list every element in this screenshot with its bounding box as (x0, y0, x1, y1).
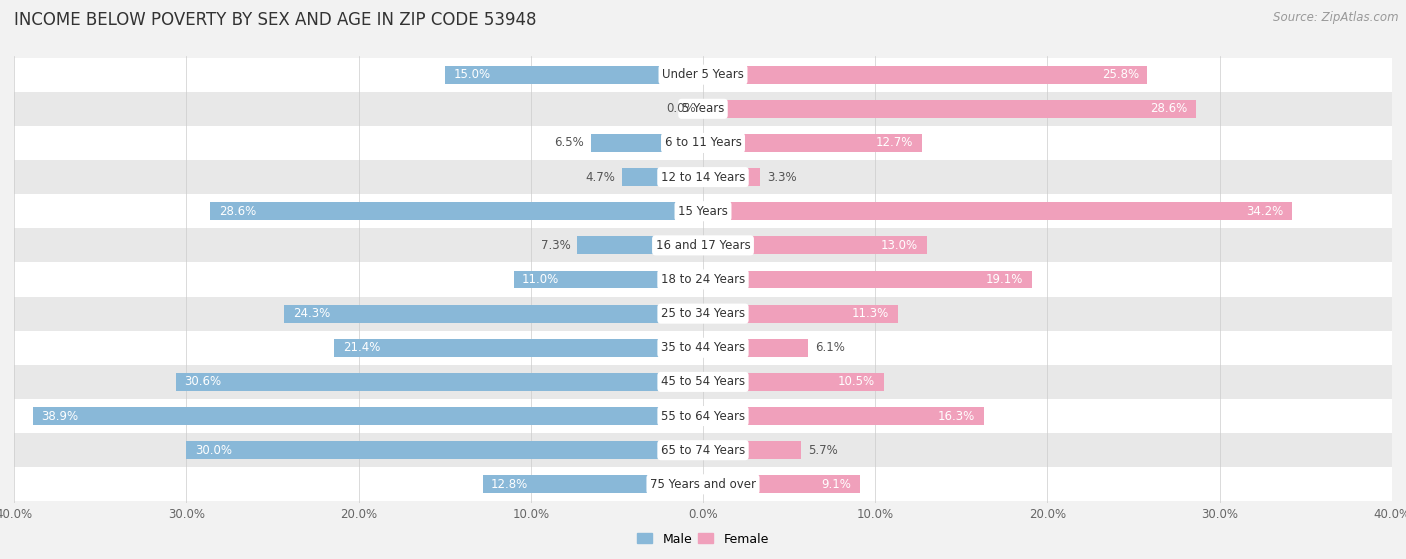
Bar (335, 339, 703, 357)
Bar (32, 407, 703, 425)
Text: 45 to 54 Years: 45 to 54 Years (661, 376, 745, 389)
Text: 15 Years: 15 Years (678, 205, 728, 217)
Text: 21.4%: 21.4% (343, 342, 381, 354)
Text: 25 to 34 Years: 25 to 34 Years (661, 307, 745, 320)
Text: 11.0%: 11.0% (522, 273, 560, 286)
Bar (703, 339, 808, 357)
Bar (14, 262, 1392, 297)
Bar (176, 373, 703, 391)
Bar (14, 126, 1392, 160)
Text: 7.3%: 7.3% (541, 239, 571, 252)
Text: 25.8%: 25.8% (1102, 68, 1139, 81)
Bar (703, 100, 1195, 118)
Text: 4.7%: 4.7% (585, 170, 616, 183)
Text: 5.7%: 5.7% (808, 444, 838, 457)
Bar (14, 433, 1392, 467)
Text: 6.1%: 6.1% (815, 342, 845, 354)
Text: 3.3%: 3.3% (766, 170, 796, 183)
Bar (14, 228, 1392, 262)
Bar (703, 236, 927, 254)
Bar (703, 271, 1032, 288)
Text: 9.1%: 9.1% (821, 478, 851, 491)
Text: 18 to 24 Years: 18 to 24 Years (661, 273, 745, 286)
Text: 12 to 14 Years: 12 to 14 Years (661, 170, 745, 183)
Bar (703, 305, 897, 323)
Bar (14, 58, 1392, 92)
Bar (621, 168, 703, 186)
Text: 30.6%: 30.6% (184, 376, 222, 389)
Bar (284, 305, 703, 323)
Bar (703, 168, 759, 186)
Bar (703, 66, 1147, 83)
Text: 11.3%: 11.3% (852, 307, 889, 320)
Text: 28.6%: 28.6% (219, 205, 256, 217)
Bar (703, 407, 984, 425)
Text: 34.2%: 34.2% (1246, 205, 1284, 217)
Legend: Male, Female: Male, Female (633, 528, 773, 551)
Bar (703, 134, 922, 152)
Text: 75 Years and over: 75 Years and over (650, 478, 756, 491)
Text: 15.0%: 15.0% (453, 68, 491, 81)
Bar (703, 476, 859, 493)
Text: 28.6%: 28.6% (1150, 102, 1187, 115)
Bar (14, 365, 1392, 399)
Bar (14, 194, 1392, 228)
Text: Source: ZipAtlas.com: Source: ZipAtlas.com (1274, 11, 1399, 24)
Text: 16 and 17 Years: 16 and 17 Years (655, 239, 751, 252)
Text: 16.3%: 16.3% (938, 410, 976, 423)
Text: 6 to 11 Years: 6 to 11 Years (665, 136, 741, 149)
Bar (14, 399, 1392, 433)
Text: 0.0%: 0.0% (666, 102, 696, 115)
Text: 12.7%: 12.7% (876, 136, 912, 149)
Bar (14, 467, 1392, 501)
Bar (14, 331, 1392, 365)
Text: 65 to 74 Years: 65 to 74 Years (661, 444, 745, 457)
Bar (14, 160, 1392, 194)
Bar (703, 373, 884, 391)
Bar (591, 134, 703, 152)
Text: 55 to 64 Years: 55 to 64 Years (661, 410, 745, 423)
Text: 38.9%: 38.9% (42, 410, 79, 423)
Text: 12.8%: 12.8% (491, 478, 529, 491)
Bar (703, 441, 801, 459)
Text: INCOME BELOW POVERTY BY SEX AND AGE IN ZIP CODE 53948: INCOME BELOW POVERTY BY SEX AND AGE IN Z… (14, 11, 537, 29)
Text: 19.1%: 19.1% (986, 273, 1024, 286)
Bar (14, 92, 1392, 126)
Text: 6.5%: 6.5% (554, 136, 583, 149)
Text: 13.0%: 13.0% (882, 239, 918, 252)
Bar (14, 297, 1392, 331)
Bar (482, 476, 703, 493)
Text: 5 Years: 5 Years (682, 102, 724, 115)
Text: 10.5%: 10.5% (838, 376, 875, 389)
Bar (186, 441, 703, 459)
Bar (211, 202, 703, 220)
Text: Under 5 Years: Under 5 Years (662, 68, 744, 81)
Text: 24.3%: 24.3% (292, 307, 330, 320)
Bar (578, 236, 703, 254)
Bar (513, 271, 703, 288)
Text: 30.0%: 30.0% (195, 444, 232, 457)
Bar (703, 202, 1292, 220)
Bar (444, 66, 703, 83)
Text: 35 to 44 Years: 35 to 44 Years (661, 342, 745, 354)
